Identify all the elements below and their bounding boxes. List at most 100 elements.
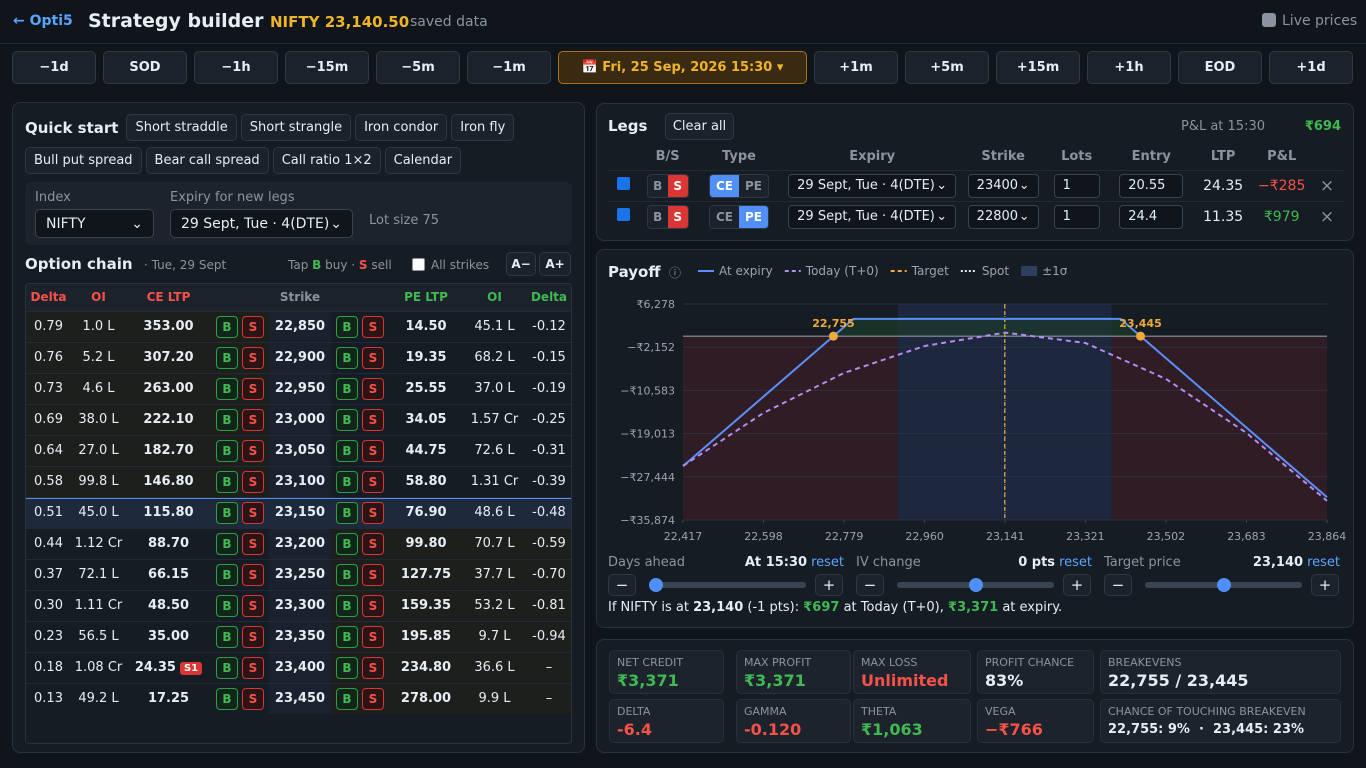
preset[interactable]: Calendar bbox=[384, 147, 462, 174]
preset[interactable]: Bear call spread bbox=[145, 147, 269, 174]
time-step[interactable]: −1m bbox=[467, 51, 551, 84]
sell-button[interactable]: S bbox=[242, 470, 264, 493]
plus-button[interactable]: + bbox=[1311, 574, 1339, 596]
plus-button[interactable]: + bbox=[815, 574, 843, 596]
leg-input[interactable]: 24.4 bbox=[1119, 204, 1184, 229]
buy-button[interactable]: B bbox=[336, 594, 358, 617]
buy-button[interactable]: B bbox=[336, 439, 358, 462]
current-time[interactable]: 📅 Fri, 25 Sep, 2026 15:30 ▾ bbox=[558, 51, 807, 84]
index-select[interactable]: NIFTY ⌄ bbox=[35, 209, 154, 238]
back-link[interactable]: ← Opti5 bbox=[13, 13, 73, 29]
buy-button[interactable]: B bbox=[336, 346, 358, 369]
buy-button[interactable]: B bbox=[216, 439, 238, 462]
slider-track[interactable] bbox=[649, 578, 806, 592]
sell-button[interactable]: S bbox=[242, 439, 264, 462]
buy-button[interactable]: B bbox=[216, 687, 238, 710]
time-step[interactable]: −15m bbox=[285, 51, 369, 84]
slider-thumb[interactable] bbox=[968, 578, 983, 592]
sell-button[interactable]: S bbox=[242, 377, 264, 400]
remove-leg[interactable]: × bbox=[1310, 200, 1343, 232]
expiry-select[interactable]: 29 Sept, Tue · 4(DTE) ⌄ bbox=[170, 209, 353, 238]
all-strikes-checkbox[interactable] bbox=[412, 258, 425, 271]
slider-track[interactable] bbox=[1145, 578, 1302, 592]
time-step[interactable]: +1m bbox=[814, 51, 898, 84]
slider-thumb[interactable] bbox=[1216, 578, 1231, 592]
slider-thumb[interactable] bbox=[649, 578, 663, 592]
sell-button[interactable]: S bbox=[242, 408, 264, 431]
buy-button[interactable]: B bbox=[216, 532, 238, 555]
leg-select[interactable]: 29 Sept, Tue · 4(DTE) ⌄ bbox=[788, 204, 957, 229]
minus-button[interactable]: − bbox=[856, 574, 884, 596]
reset-link[interactable]: reset bbox=[1059, 555, 1092, 570]
sell-button[interactable]: S bbox=[362, 594, 384, 617]
leg-input[interactable]: 1 bbox=[1053, 204, 1100, 229]
sell-button[interactable]: S bbox=[362, 687, 384, 710]
buy-button[interactable]: B bbox=[216, 377, 238, 400]
time-step[interactable]: +15m bbox=[996, 51, 1080, 84]
sell-button[interactable]: S bbox=[362, 532, 384, 555]
buy-button[interactable]: B bbox=[216, 625, 238, 648]
buy-button[interactable]: B bbox=[336, 563, 358, 586]
buy-button[interactable]: B bbox=[336, 656, 358, 679]
slider-track[interactable] bbox=[897, 578, 1054, 592]
time-step[interactable]: −5m bbox=[376, 51, 460, 84]
leg-input[interactable]: 1 bbox=[1053, 173, 1100, 198]
font-smaller[interactable]: A− bbox=[506, 252, 536, 276]
buy-button[interactable]: B bbox=[216, 408, 238, 431]
time-step[interactable]: SOD bbox=[103, 51, 187, 84]
toggle-option[interactable]: S bbox=[667, 205, 688, 228]
toggle-option[interactable]: B bbox=[647, 174, 668, 197]
sell-button[interactable]: S bbox=[242, 594, 264, 617]
buy-button[interactable]: B bbox=[336, 408, 358, 431]
buy-button[interactable]: B bbox=[336, 687, 358, 710]
leg-checkbox[interactable] bbox=[617, 177, 631, 190]
reset-link[interactable]: reset bbox=[1307, 555, 1340, 570]
minus-button[interactable]: − bbox=[608, 574, 636, 596]
buy-button[interactable]: B bbox=[216, 346, 238, 369]
sell-button[interactable]: S bbox=[362, 408, 384, 431]
preset[interactable]: Iron fly bbox=[451, 114, 515, 141]
buy-button[interactable]: B bbox=[216, 656, 238, 679]
toggle[interactable]: CE PE bbox=[709, 204, 770, 229]
sell-button[interactable]: S bbox=[362, 346, 384, 369]
sell-button[interactable]: S bbox=[242, 625, 264, 648]
clear-all[interactable]: Clear all bbox=[665, 113, 734, 140]
live-checkbox[interactable] bbox=[1262, 13, 1276, 27]
sell-button[interactable]: S bbox=[242, 656, 264, 679]
toggle-option[interactable]: PE bbox=[739, 174, 769, 197]
font-larger[interactable]: A+ bbox=[539, 252, 571, 276]
plus-button[interactable]: + bbox=[1063, 574, 1091, 596]
toggle-option[interactable]: S bbox=[667, 174, 688, 197]
leg-checkbox[interactable] bbox=[617, 208, 631, 222]
buy-button[interactable]: B bbox=[336, 315, 358, 338]
buy-button[interactable]: B bbox=[336, 501, 358, 524]
time-step[interactable]: −1h bbox=[194, 51, 278, 84]
toggle-option[interactable]: B bbox=[647, 205, 668, 228]
sell-button[interactable]: S bbox=[242, 346, 264, 369]
buy-button[interactable]: B bbox=[216, 315, 238, 338]
toggle-option[interactable]: CE bbox=[710, 205, 740, 228]
toggle[interactable]: CE PE bbox=[709, 173, 770, 198]
sell-button[interactable]: S bbox=[362, 656, 384, 679]
preset[interactable]: Short straddle bbox=[126, 114, 237, 141]
leg-select[interactable]: 29 Sept, Tue · 4(DTE) ⌄ bbox=[788, 173, 957, 198]
time-step[interactable]: −1d bbox=[12, 51, 96, 84]
sell-button[interactable]: S bbox=[362, 377, 384, 400]
preset[interactable]: Iron condor bbox=[355, 114, 448, 141]
preset[interactable]: Short strangle bbox=[240, 114, 352, 141]
minus-button[interactable]: − bbox=[1104, 574, 1132, 596]
toggle-option[interactable]: PE bbox=[739, 205, 769, 228]
leg-select[interactable]: 23400 ⌄ bbox=[967, 173, 1039, 198]
buy-button[interactable]: B bbox=[336, 377, 358, 400]
reset-link[interactable]: reset bbox=[811, 555, 844, 570]
buy-button[interactable]: B bbox=[216, 470, 238, 493]
time-step[interactable]: EOD bbox=[1178, 51, 1262, 84]
sell-button[interactable]: S bbox=[362, 470, 384, 493]
buy-button[interactable]: B bbox=[336, 625, 358, 648]
toggle-option[interactable]: CE bbox=[710, 174, 740, 197]
remove-leg[interactable]: × bbox=[1310, 169, 1343, 201]
sell-button[interactable]: S bbox=[362, 625, 384, 648]
leg-select[interactable]: 22800 ⌄ bbox=[967, 204, 1039, 229]
sell-button[interactable]: S bbox=[242, 532, 264, 555]
